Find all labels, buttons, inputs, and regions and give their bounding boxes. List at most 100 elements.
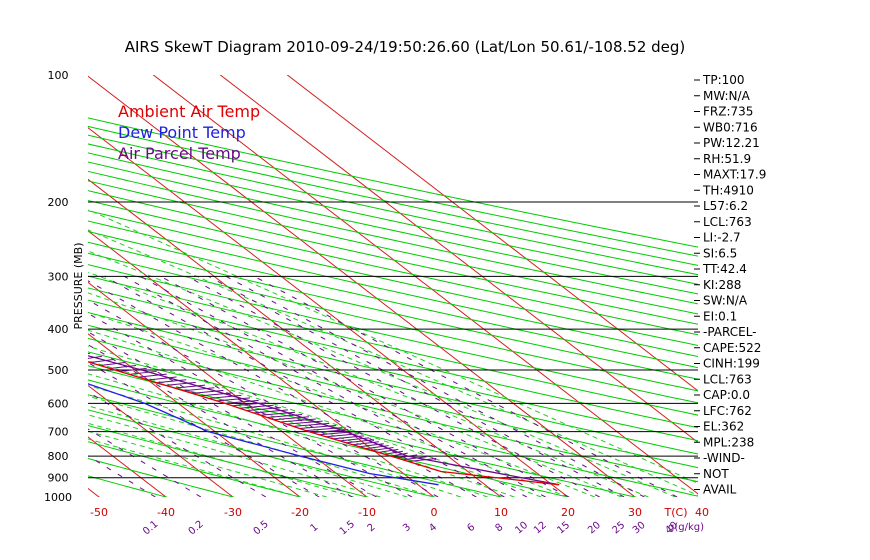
dew-point-temp-point <box>207 431 209 433</box>
dry-adiabat-line <box>88 337 698 483</box>
dry-adiabat-line <box>88 210 698 346</box>
index-label: SI:6.5 <box>703 246 737 260</box>
dry-adiabat-line <box>88 152 698 285</box>
index-label: AVAIL <box>703 483 737 497</box>
moist-adiabat-line <box>88 345 542 497</box>
mixing-ratio-line <box>225 275 645 497</box>
index-label: EL:362 <box>703 420 744 434</box>
cape-hatch-line <box>191 389 224 394</box>
moist-adiabat-line <box>88 250 676 497</box>
dew-point-temp-point <box>299 455 302 457</box>
pressure-tick-label: 900 <box>48 472 69 485</box>
ambient-air-temp-point <box>390 455 392 457</box>
cape-hatch-line <box>372 447 394 452</box>
index-label: TP:100 <box>702 73 745 87</box>
pressure-tick-labels: 100 200 300 400 500 600 700 800 900 1000 <box>44 69 72 504</box>
dry-adiabat-line <box>88 287 698 429</box>
dry-adiabat-line <box>88 117 698 248</box>
index-label: KI:288 <box>703 278 741 292</box>
cape-hatch-line <box>384 450 404 455</box>
mixing-ratio-tick-label: 15 <box>555 520 572 537</box>
dry-adiabat-line <box>88 180 698 315</box>
bottom-tick-label: 40 <box>695 506 709 519</box>
bottom-tick-label: -10 <box>358 506 376 519</box>
pressure-tick-label: 600 <box>48 397 69 410</box>
pressure-tick-label: 200 <box>48 196 69 209</box>
mixing-ratio-line <box>88 361 320 497</box>
dry-adiabat-line <box>88 125 698 257</box>
dry-adiabat-line <box>88 351 698 497</box>
pressure-tick-label: 500 <box>48 364 69 377</box>
legend-entry: Dew Point Temp <box>118 123 246 142</box>
cape-hatch-line <box>27 340 41 343</box>
mixing-ratio-tick-label: 0.2 <box>187 519 206 538</box>
cape-hatch-line <box>138 373 167 378</box>
dry-adiabat-line <box>88 161 698 295</box>
dew-point-temp-point <box>369 472 371 475</box>
dry-adiabat-line <box>88 134 698 266</box>
pressure-tick-label: 1000 <box>44 491 72 504</box>
index-label: NOT <box>703 467 729 481</box>
index-label: EI:0.1 <box>703 309 737 323</box>
ambient-air-temp-point <box>308 431 310 433</box>
mixing-ratio-tick-label: 30 <box>631 520 648 537</box>
dry-adiabat-line <box>88 143 698 276</box>
index-label: TH:4910 <box>702 183 754 197</box>
dry-adiabat-line <box>88 200 698 336</box>
cape-hatch-line <box>402 456 427 461</box>
isobar-lines <box>88 201 698 479</box>
index-label: L57:6.2 <box>703 199 748 213</box>
dry-adiabat-line <box>88 299 698 442</box>
cape-hatch-line <box>129 370 157 375</box>
isotherm-line <box>88 333 301 497</box>
dry-adiabat-line <box>88 230 698 369</box>
bottom-temperature-ticks: -50 -40 -30 -20 -10 0 10 20 30 40 T(C) <box>90 506 709 519</box>
isotherm-line <box>152 75 698 495</box>
legend-entry: Air Parcel Temp <box>118 144 241 163</box>
isotherm-line <box>286 75 698 392</box>
cape-hatch-line <box>109 364 137 369</box>
ambient-air-temp-point <box>558 484 560 486</box>
cape-hatch-area <box>5 333 437 463</box>
ambient-air-temp-point <box>224 402 226 404</box>
legend: Ambient Air Temp Dew Point Temp Air Parcel… <box>118 102 260 163</box>
bottom-tick-label: -40 <box>157 506 175 519</box>
dry-adiabat-line <box>88 275 698 416</box>
index-label: PW:12.21 <box>703 136 760 150</box>
cape-hatch-line <box>156 379 187 384</box>
mixing-ratio-tick-label: 1 <box>308 522 320 535</box>
ambient-air-temp-point <box>440 470 442 473</box>
pressure-tick-label: 400 <box>48 323 69 336</box>
cape-hatch-line <box>49 347 66 350</box>
pressure-tick-label: 100 <box>48 69 69 82</box>
air-parcel-temp-point <box>345 431 347 433</box>
dry-adiabat-line <box>88 241 698 380</box>
cape-hatch-line <box>359 443 384 448</box>
dry-adiabat-line <box>88 441 303 497</box>
mixing-ratio-line <box>208 275 625 497</box>
mixing-ratio-tick-label: 20 <box>586 520 603 537</box>
chart-title: AIRS SkewT Diagram 2010-09-24/19:50:26.6… <box>125 38 686 56</box>
bottom-tick-label: 10 <box>494 506 508 519</box>
moist-adiabat-line <box>88 414 381 497</box>
dry-adiabat-line <box>88 220 698 357</box>
cape-hatch-line <box>378 448 399 453</box>
index-label: RH:51.9 <box>703 152 751 166</box>
mixing-ratio-tick-label: 3 <box>401 522 413 535</box>
mixing-ratio-tick-label: 0.5 <box>252 519 271 538</box>
pressure-tick-label: 300 <box>48 270 69 283</box>
cape-hatch-line <box>365 445 389 450</box>
cape-hatch-line <box>147 376 177 381</box>
mixing-ratio-tick-label: 2 <box>366 522 378 535</box>
isotherm-line <box>88 178 502 497</box>
cape-hatch-line <box>5 333 15 336</box>
cape-hatch-line <box>225 399 259 404</box>
bottom-tick-label: 20 <box>561 506 575 519</box>
cape-hatch-line <box>165 381 196 386</box>
moist-adiabat-line <box>88 438 301 497</box>
profile-lines <box>88 355 560 486</box>
mixing-ratio-tick-label: 0.1 <box>141 519 160 538</box>
isotherm-line <box>0 56 44 506</box>
bottom-tick-label: 30 <box>628 506 642 519</box>
mixing-ratio-axis-label: g(g/kg) <box>668 522 704 533</box>
